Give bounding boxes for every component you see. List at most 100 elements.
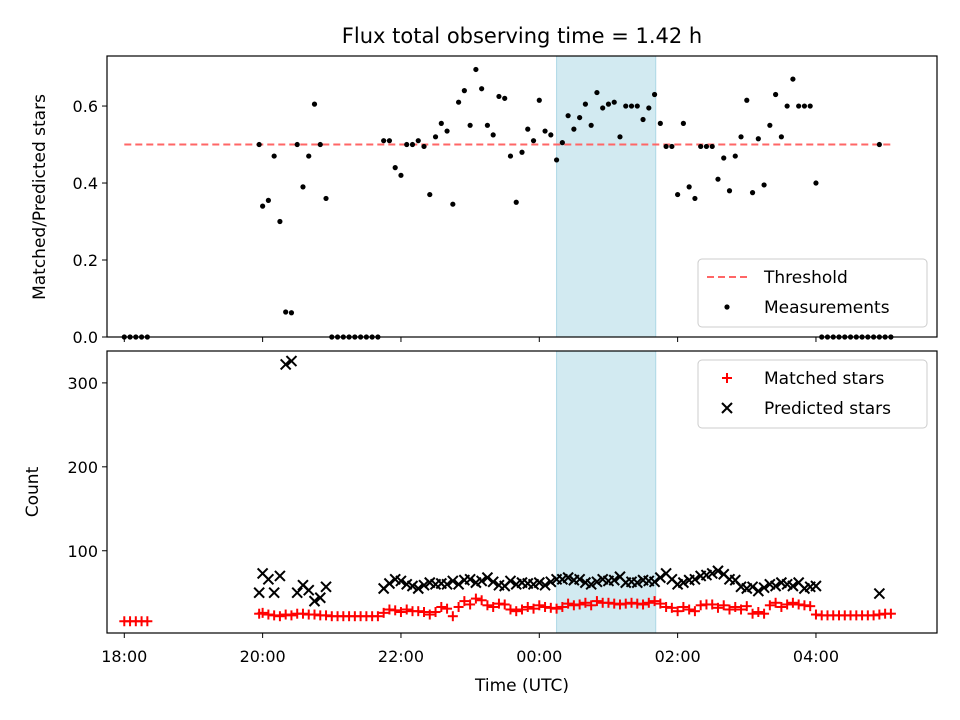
bottom-panel: Time (UTC) Count 100 200 300 18:00 20:00 22:0… xyxy=(23,350,938,696)
measurement-point xyxy=(553,157,560,163)
predicted-star-marker xyxy=(608,574,620,586)
measurement-point xyxy=(703,143,710,150)
measurement-point xyxy=(306,153,312,159)
measurement-point xyxy=(260,203,266,209)
matched-star-marker xyxy=(666,602,677,613)
matched-star-marker xyxy=(724,604,735,615)
predicted-star-marker xyxy=(533,576,545,589)
measurement-point xyxy=(571,126,577,132)
axes-frame xyxy=(106,350,938,634)
y-tick-label: 0.4 xyxy=(73,174,98,193)
legend-predicted-swatch xyxy=(721,402,733,414)
predicted-star-marker xyxy=(758,581,770,594)
predicted-star-marker xyxy=(689,573,701,585)
measurement-point xyxy=(784,103,790,109)
measurement-point xyxy=(519,149,525,155)
x-tick-label: 02:00 xyxy=(655,647,701,666)
predicted-star-marker xyxy=(562,571,574,584)
measurement-point xyxy=(617,134,623,140)
measurement-point xyxy=(651,91,658,98)
measurement-point xyxy=(744,97,750,103)
measurement-point xyxy=(490,132,496,138)
predicted-star-marker xyxy=(303,584,315,596)
measurement-point xyxy=(628,103,635,109)
matched-star-marker xyxy=(638,599,649,610)
matched-star-marker xyxy=(505,604,516,615)
matched-star-marker xyxy=(643,597,654,608)
matched-star-marker xyxy=(470,593,481,604)
matched-star-marker xyxy=(770,597,781,608)
measurement-point xyxy=(611,99,617,105)
matched-star-marker xyxy=(476,595,487,606)
measurement-point xyxy=(450,201,456,207)
matched-star-marker xyxy=(286,610,297,621)
y-tick-label: 0.2 xyxy=(73,251,98,270)
measurement-point xyxy=(496,93,502,100)
bottom-y-axis-label: Count xyxy=(23,466,43,517)
measurement-point xyxy=(686,184,692,190)
legend-label: Threshold xyxy=(763,268,848,288)
matched-star-marker xyxy=(678,601,689,612)
predicted-star-marker xyxy=(810,580,822,592)
measurement-point xyxy=(398,172,404,178)
measurement-point xyxy=(715,176,721,182)
measurement-point xyxy=(386,138,393,144)
measurement-point xyxy=(749,190,756,196)
measurement-point xyxy=(692,195,698,202)
predicted-star-marker xyxy=(873,587,886,600)
measurement-point xyxy=(796,103,802,109)
matched-star-marker xyxy=(580,597,591,608)
measurement-point xyxy=(300,184,306,190)
measurement-point xyxy=(381,138,387,144)
measurement-point xyxy=(421,143,427,150)
measurement-point xyxy=(525,126,531,132)
predicted-star-marker xyxy=(706,567,718,580)
matched-star-marker xyxy=(736,604,747,615)
top-y-axis-label: Matched/Predicted stars xyxy=(30,94,50,300)
measurement-point xyxy=(646,105,652,111)
measurement-point xyxy=(294,141,300,148)
measurement-point xyxy=(663,143,669,150)
predicted-star-marker xyxy=(746,581,759,593)
matched-star-marker xyxy=(684,604,695,615)
matched-star-marker xyxy=(672,606,683,617)
legend: Matched stars Predicted stars xyxy=(697,359,928,429)
highlight-span xyxy=(556,350,657,634)
measurement-point xyxy=(409,141,416,148)
predicted-star-marker xyxy=(539,579,551,591)
predicted-star-marker xyxy=(406,580,419,592)
matched-star-marker xyxy=(419,607,430,618)
matched-star-marker xyxy=(557,601,568,612)
measurement-point xyxy=(726,188,733,194)
measurement-point xyxy=(600,105,606,111)
predicted-star-marker xyxy=(654,571,667,584)
measurement-point xyxy=(755,136,761,142)
measurement-point xyxy=(588,122,594,128)
predicted-star-marker xyxy=(314,592,326,604)
measurement-point xyxy=(876,141,882,148)
matched-star-marker xyxy=(707,599,718,610)
predicted-star-marker xyxy=(504,575,517,587)
predicted-star-marker xyxy=(752,585,765,597)
chart-title: Flux total observing time = 1.42 h xyxy=(342,24,702,48)
axes-frame xyxy=(106,55,938,338)
measurement-point xyxy=(392,165,398,171)
measurement-point xyxy=(455,99,462,105)
measurement-point xyxy=(773,91,779,98)
matched-star-marker xyxy=(499,599,510,610)
measurement-point xyxy=(507,153,514,159)
measurement-point xyxy=(256,141,262,148)
predicted-star-marker xyxy=(308,595,321,607)
predicted-star-marker xyxy=(464,573,476,585)
predicted-star-marker xyxy=(545,576,557,588)
matched-star-marker xyxy=(142,616,153,627)
measurement-point xyxy=(605,101,612,107)
measurement-point xyxy=(767,122,773,128)
measurement-point xyxy=(657,120,663,126)
predicted-star-marker xyxy=(383,577,396,590)
measurement-point xyxy=(323,195,329,202)
predicted-star-marker xyxy=(274,570,286,582)
predicted-star-marker xyxy=(253,587,265,599)
predicted-star-marker xyxy=(447,575,459,587)
